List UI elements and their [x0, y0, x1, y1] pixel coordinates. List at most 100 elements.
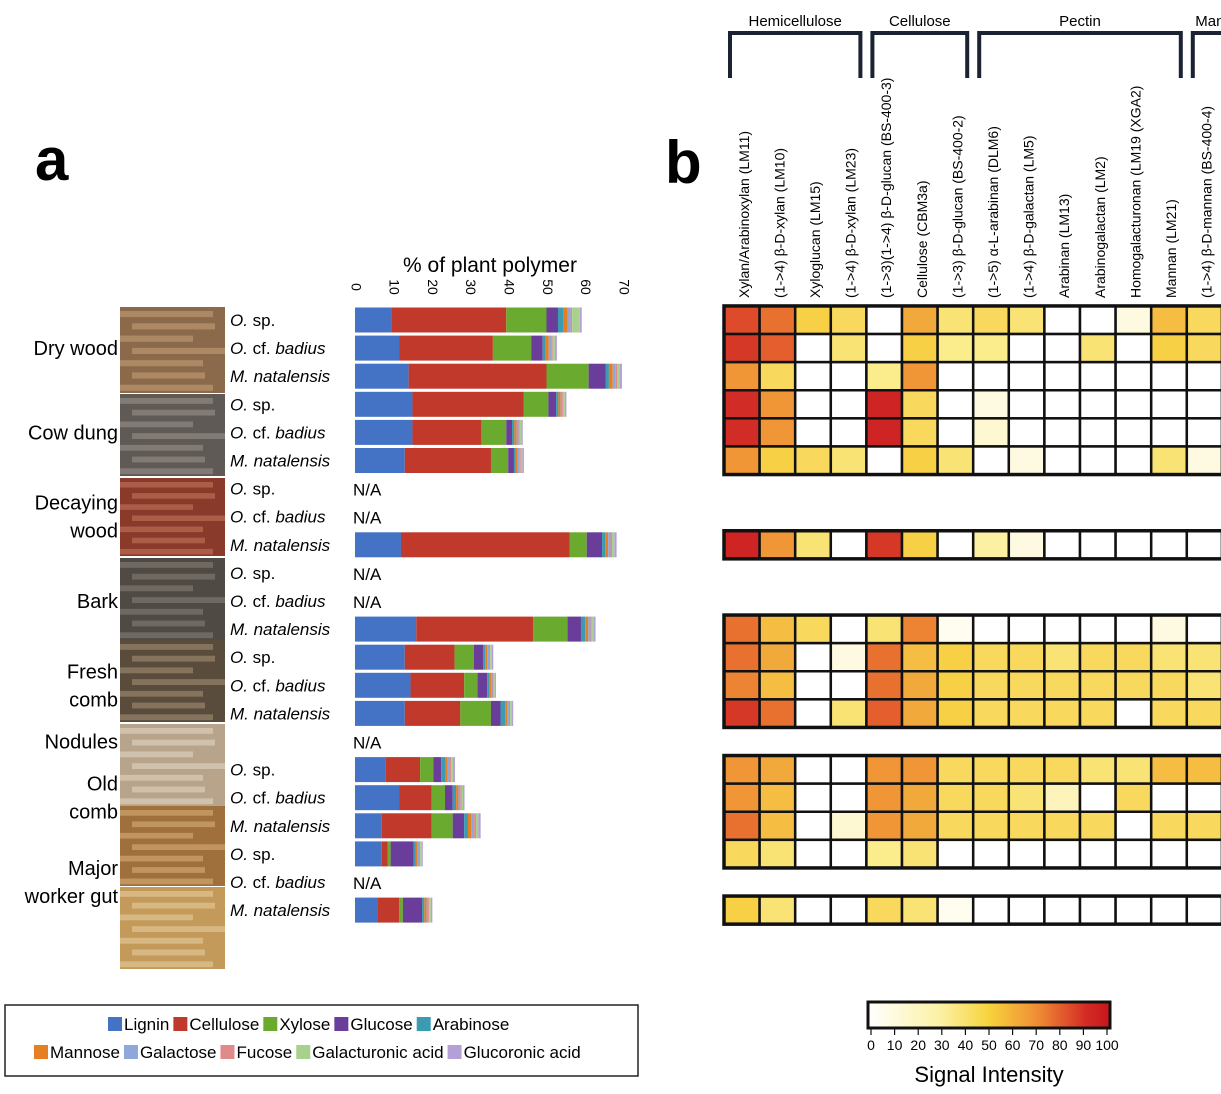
bar-segment — [377, 897, 400, 923]
heatmap-cell — [1007, 332, 1046, 364]
column-group: Mannan — [1190, 13, 1221, 78]
heatmap-cell — [1043, 641, 1082, 673]
heatmap-cell — [1043, 698, 1082, 729]
heatmap-cell — [936, 641, 975, 673]
bar-segment — [420, 757, 434, 783]
heatmap-cell — [793, 641, 833, 673]
heatmap-cell — [865, 613, 904, 645]
heatmap-cell — [971, 360, 1011, 392]
bar-segment — [487, 644, 490, 670]
bar-segment — [355, 616, 417, 642]
bar-segment — [355, 307, 392, 333]
group-label: Major — [68, 858, 118, 880]
na-label: N/A — [353, 565, 382, 584]
heatmap-cell — [900, 389, 939, 420]
heatmap-cell — [1043, 754, 1082, 785]
group-label: Fresh — [67, 661, 118, 683]
bar-segment — [563, 307, 568, 333]
heatmap-cell — [936, 360, 975, 392]
heatmap-cell — [1078, 754, 1117, 785]
heatmap-cell — [793, 810, 833, 842]
heatmap-cell — [936, 389, 975, 420]
bar-segment — [507, 700, 509, 726]
heatmap-cell — [1043, 529, 1082, 561]
heatmap-cell — [829, 894, 868, 926]
heatmap-cell — [1114, 754, 1153, 785]
bar-segment — [580, 616, 586, 642]
heatmap-cell — [1007, 613, 1046, 645]
heatmap-cell — [722, 838, 761, 870]
heatmap-cell — [900, 360, 939, 392]
na-label: N/A — [353, 509, 382, 528]
heatmap-cell — [1185, 754, 1221, 785]
heatmap-cell — [971, 417, 1011, 448]
species-label: M. natalensis — [230, 536, 331, 555]
heatmap-cell — [1007, 782, 1046, 814]
heatmap-cell — [971, 613, 1011, 645]
species-label: O. sp. — [230, 845, 275, 864]
group-label: Old — [87, 774, 118, 796]
heatmap-cell — [971, 445, 1011, 476]
panel-a: a % of plant polymer 0 10 20 30 40 50 60 70 Dry wo… — [4, 126, 639, 1077]
heatmap-cell — [900, 894, 939, 926]
heatmap-cell — [793, 698, 833, 729]
heatmap-cell — [758, 698, 797, 729]
bar-segment — [445, 757, 448, 783]
heatmap-cell — [936, 613, 975, 645]
heatmap-cell — [1149, 670, 1189, 701]
photo-dry-wood — [120, 307, 225, 393]
heatmap-block-border — [722, 753, 1221, 870]
bar-segment — [572, 307, 580, 333]
heatmap-cell — [865, 332, 904, 364]
species-label: O. sp. — [230, 395, 275, 414]
bar-segment — [492, 672, 494, 698]
heatmap-cell — [971, 894, 1011, 926]
bar-segment — [548, 335, 552, 361]
bar-segment — [390, 841, 414, 867]
bar-segment — [355, 897, 378, 923]
bar-segment — [426, 897, 429, 923]
legend-entry: Mannose — [50, 1043, 120, 1062]
photo-fresh-comb — [120, 640, 225, 722]
bar-segment — [355, 785, 400, 811]
heatmap-cell — [865, 304, 904, 336]
group-label: comb — [69, 802, 118, 824]
heatmap-cell — [865, 698, 904, 729]
heatmap-cell — [900, 838, 939, 870]
heatmap-cell — [1185, 529, 1221, 561]
bar-segment — [417, 841, 419, 867]
bar-segment — [433, 757, 442, 783]
heatmap-column-label: Xyloglucan (LM15) — [807, 181, 823, 298]
bar-segment — [429, 897, 431, 923]
bar-segment — [412, 419, 482, 445]
na-label: N/A — [353, 734, 382, 753]
species-label: O. cf. badius — [230, 423, 326, 442]
heatmap-cell — [936, 894, 975, 926]
bar-segment — [355, 419, 413, 445]
bar-segment — [421, 841, 423, 867]
heatmap-cell — [936, 670, 975, 701]
heatmap-cell — [793, 304, 833, 336]
bar-segment — [355, 391, 413, 417]
heatmap-cell — [793, 754, 833, 785]
bar-segment — [463, 785, 465, 811]
species-label: O. cf. badius — [230, 508, 326, 527]
colorbar-tick-label: 40 — [958, 1037, 974, 1053]
photo-major-worker-gut — [120, 887, 225, 969]
bar-segment — [452, 785, 457, 811]
heatmap-cell — [1185, 332, 1221, 364]
x-tick-label: 60 — [578, 279, 594, 295]
bar-segment — [602, 532, 606, 558]
heatmap-cell — [900, 698, 939, 729]
heatmap-cell — [1007, 641, 1046, 673]
heatmap-cell — [971, 670, 1011, 701]
bar-segment — [614, 532, 617, 558]
column-group: Hemicellulose — [728, 13, 863, 78]
heatmap-cell — [1185, 641, 1221, 673]
bar-segment — [542, 335, 546, 361]
bar-segment — [490, 644, 492, 670]
heatmap-cell — [936, 445, 975, 476]
heatmap-cell — [722, 445, 761, 476]
colorbar-tick-label: 70 — [1028, 1037, 1044, 1053]
